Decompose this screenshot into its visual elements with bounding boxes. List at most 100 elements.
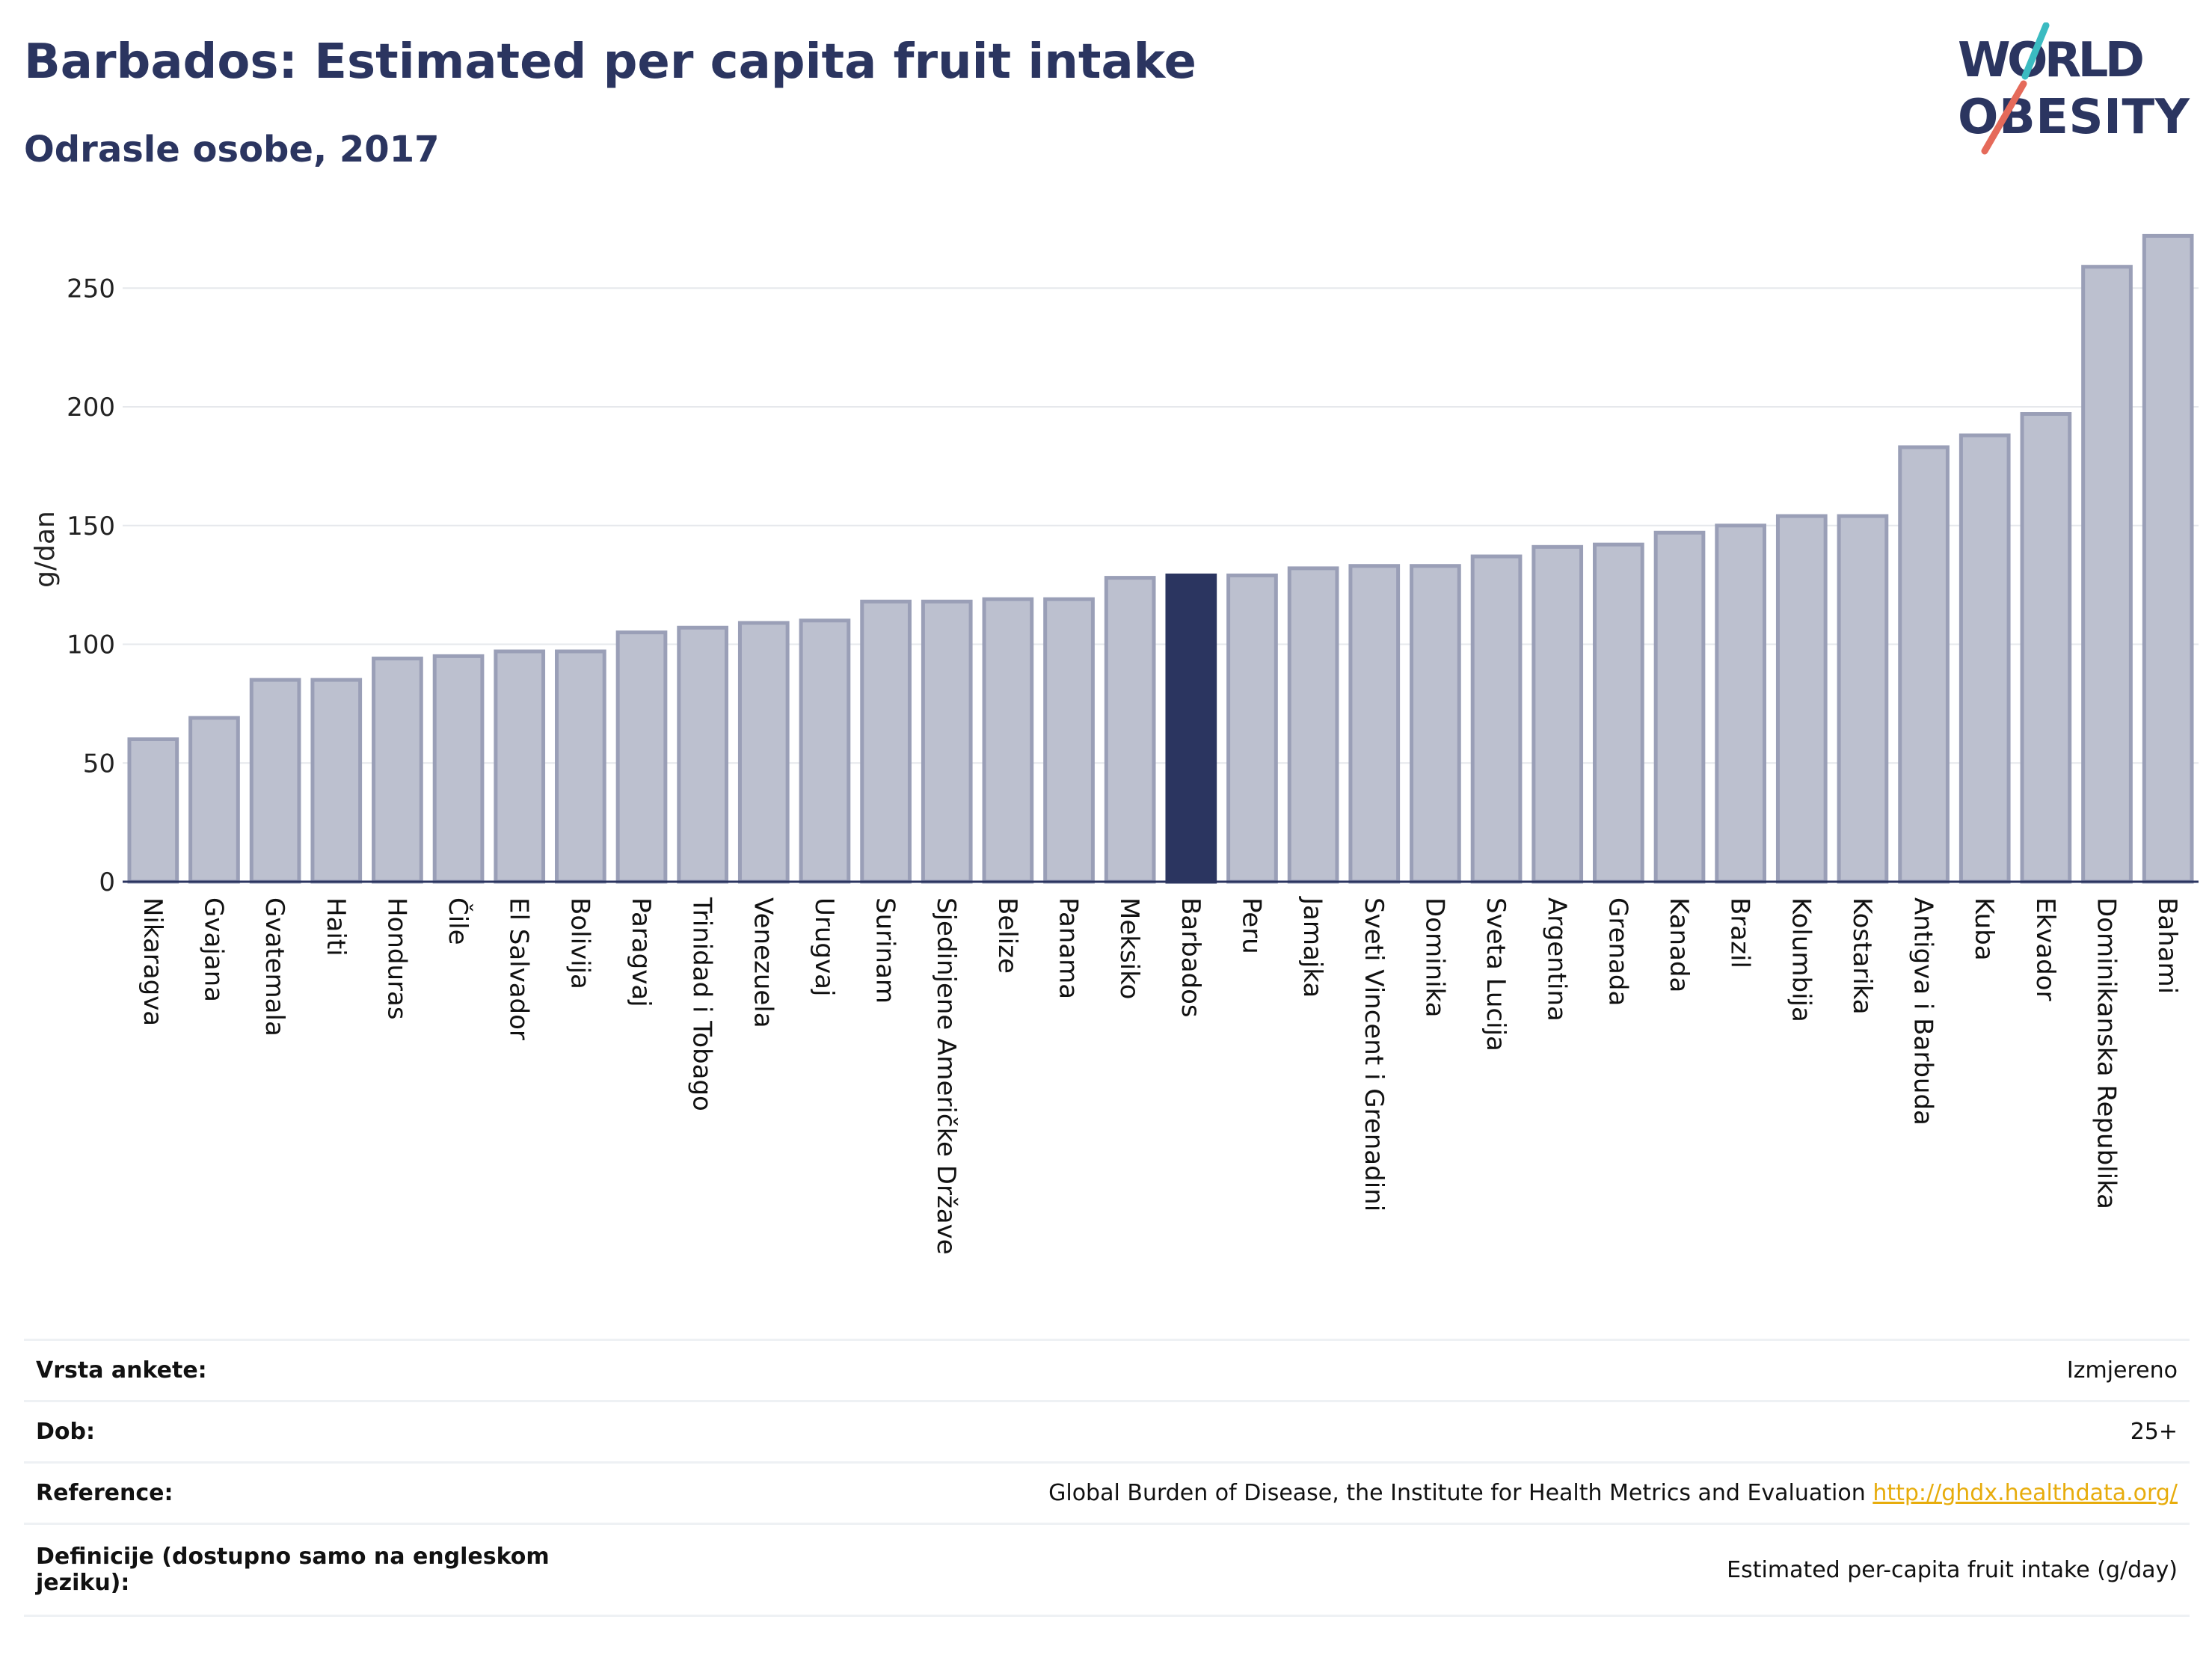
bars [127, 233, 2194, 884]
y-axis-ticks: 0 50 100 150 200 250 [67, 274, 115, 897]
bar-el-salvador[interactable] [494, 649, 546, 884]
bar-surinam[interactable] [860, 599, 912, 884]
x-tick-label: Sveta Lucija [1481, 897, 1511, 1051]
info-value: 25+ [2130, 1419, 2178, 1445]
logo-text-line1: WORLD [1958, 33, 2145, 88]
x-axis-labels: Nikaragva Gvajana Gvatemala Haiti Honduras Či… [138, 896, 2182, 1255]
x-tick-label: Belize [992, 897, 1022, 974]
bar-belize[interactable] [982, 597, 1034, 884]
y-tick-label: 100 [67, 630, 115, 660]
x-tick-label: Brazil [1725, 897, 1755, 968]
chart-subtitle: Odrasle osobe, 2017 [24, 129, 440, 171]
bar-urugvaj[interactable] [799, 618, 851, 884]
y-tick-label: 0 [99, 868, 115, 897]
bar-argentina[interactable] [1531, 544, 1584, 884]
bar-panama[interactable] [1043, 597, 1095, 884]
bar-grenada[interactable] [1593, 542, 1644, 884]
y-tick-label: 250 [67, 274, 115, 304]
info-value: Estimated per-capita fruit intake (g/day… [1727, 1556, 2178, 1583]
bar-trinidad-i-tobago[interactable] [677, 625, 728, 884]
x-tick-label: Čile [443, 897, 473, 945]
reference-text: Global Burden of Disease, the Institute … [1048, 1480, 1866, 1506]
bar-kolumbija[interactable] [1775, 514, 1828, 884]
bar-sveti-vincent-i-grenadini[interactable] [1348, 564, 1401, 884]
y-tick-label: 200 [67, 393, 115, 423]
x-tick-label: Kolumbija [1786, 897, 1816, 1022]
bar-brazil[interactable] [1715, 523, 1766, 884]
x-tick-label: Ekvador [2030, 897, 2060, 1001]
bar-chart: 0 50 100 150 200 250 Nikaragva Gvajana Gvatemal… [30, 233, 2199, 1255]
x-tick-label: Kanada [1664, 897, 1694, 992]
x-tick-label: Sjedinjene Američke Države [931, 897, 961, 1255]
bar-honduras[interactable] [372, 657, 423, 884]
bar-barbados[interactable] [1165, 573, 1217, 884]
bar-kuba[interactable] [1958, 433, 2011, 884]
x-tick-label: Surinam [870, 897, 900, 1004]
bar-antigva-i-barbuda[interactable] [1898, 445, 1950, 884]
x-tick-label: Jamajka [1297, 896, 1327, 998]
x-tick-label: El Salvador [504, 897, 534, 1040]
logo-slash-coral [1981, 80, 2027, 155]
x-tick-label: Haiti [321, 897, 351, 957]
x-tick-label: Kuba [1969, 897, 1999, 961]
x-tick-label: Paragvaj [626, 897, 656, 1007]
info-row-survey-type: Vrsta ankete: Izmjereno [24, 1339, 2190, 1401]
info-key: Definicije (dostupno samo na engleskom j… [36, 1544, 550, 1596]
x-tick-label: Peru [1236, 897, 1266, 954]
y-tick-label: 150 [67, 512, 115, 541]
info-key: Reference: [36, 1480, 173, 1506]
x-tick-label: Bahami [2152, 897, 2182, 994]
info-row-definition: Definicije (dostupno samo na engleskom j… [24, 1523, 2190, 1616]
chart-title: Barbados: Estimated per capita fruit int… [24, 34, 1196, 90]
info-key: Vrsta ankete: [36, 1357, 207, 1384]
x-tick-label: Honduras [381, 897, 411, 1020]
x-tick-label: Urugvaj [809, 897, 839, 996]
bar--ile[interactable] [432, 654, 485, 884]
y-tick-label: 50 [83, 749, 115, 779]
x-tick-label: Barbados [1176, 897, 1205, 1018]
bar-gvatemala[interactable] [249, 678, 301, 884]
bar-dominikanska-republika[interactable] [2081, 265, 2133, 884]
info-row-reference: Reference: Global Burden of Disease, the… [24, 1462, 2190, 1524]
x-tick-label: Nikaragva [138, 897, 168, 1026]
x-tick-label: Venezuela [748, 897, 778, 1028]
info-table: Vrsta ankete: Izmjereno Dob: 25+ Referen… [24, 1339, 2190, 1617]
info-row-age: Dob: 25+ [24, 1401, 2190, 1463]
info-key: Dob: [36, 1419, 95, 1445]
x-tick-label: Gvatemala [259, 897, 289, 1037]
x-tick-label: Trinidad i Tobago [687, 897, 717, 1111]
y-axis-label: g/dan [30, 511, 61, 588]
logo-slash-teal [2021, 22, 2050, 80]
bar-kostarika[interactable] [1837, 514, 1889, 884]
bar-sjedinjene-ameri-ke-dr-ave[interactable] [921, 599, 973, 884]
bar-meksiko[interactable] [1104, 576, 1156, 884]
x-tick-label: Kostarika [1847, 897, 1877, 1015]
bar-jamajka[interactable] [1287, 566, 1339, 884]
x-tick-label: Panama [1054, 897, 1084, 999]
x-tick-label: Dominika [1419, 897, 1449, 1017]
bar-kanada[interactable] [1653, 530, 1706, 884]
bar-gvajana[interactable] [188, 716, 240, 884]
bar-ekvador[interactable] [2020, 412, 2072, 884]
info-value: Izmjereno [2066, 1357, 2178, 1384]
bar-dominika[interactable] [1410, 564, 1461, 884]
bar-sveta-lucija[interactable] [1470, 554, 1523, 884]
bar-paragvaj[interactable] [615, 630, 668, 884]
x-tick-label: Grenada [1603, 897, 1632, 1006]
bar-haiti[interactable] [310, 678, 363, 884]
x-tick-label: Meksiko [1114, 897, 1144, 999]
x-tick-label: Gvajana [198, 897, 228, 1002]
bar-nikaragva[interactable] [127, 737, 179, 884]
x-tick-label: Antigva i Barbuda [1908, 897, 1938, 1126]
info-value-reference: Global Burden of Disease, the Institute … [616, 1463, 2190, 1524]
x-tick-label: Bolivija [565, 897, 595, 989]
x-tick-label: Argentina [1542, 897, 1572, 1022]
world-obesity-logo: WORLD OBESITY [1958, 22, 2190, 155]
bar-bahami[interactable] [2142, 233, 2194, 884]
reference-link[interactable]: http://ghdx.healthdata.org/ [1872, 1480, 2178, 1506]
x-tick-label: Sveti Vincent i Grenadini [1359, 897, 1389, 1212]
bar-bolivija[interactable] [555, 649, 606, 884]
bar-venezuela[interactable] [737, 621, 790, 884]
x-tick-label: Dominikanska Republika [2092, 897, 2122, 1209]
bar-peru[interactable] [1226, 573, 1278, 884]
